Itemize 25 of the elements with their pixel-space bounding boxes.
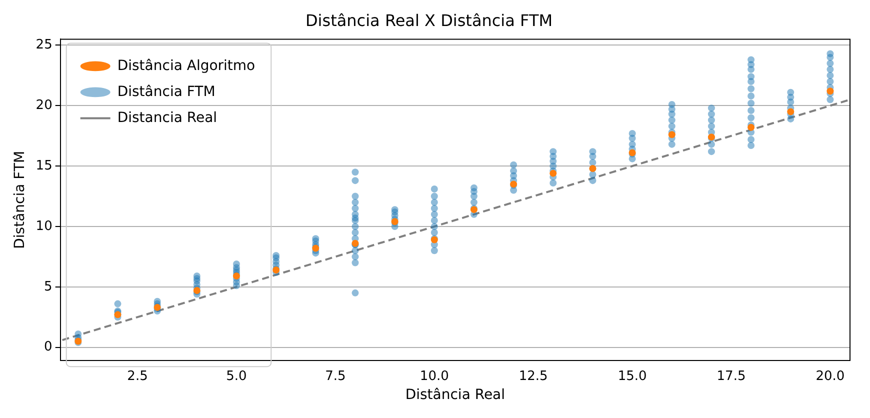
x-tick-label: 2.5 — [127, 368, 148, 384]
chart-title: Distância Real X Distância FTM — [305, 10, 553, 30]
legend-label: Distância FTM — [117, 84, 216, 100]
x-tick-label: 20.0 — [816, 368, 845, 384]
legend-label: Distancia Real — [117, 110, 218, 126]
x-axis-title: Distância Real — [405, 387, 506, 404]
x-tick-label: 10.0 — [420, 368, 449, 384]
y-tick-label: 0 — [44, 340, 52, 355]
point — [748, 124, 755, 131]
x-tick-label: 5.0 — [226, 368, 247, 384]
y-tick-label: 25 — [36, 38, 52, 53]
point — [826, 88, 834, 95]
y-tick-label: 5 — [44, 279, 52, 294]
x-tick-label: 17.5 — [716, 368, 746, 384]
point — [787, 108, 794, 116]
y-axis-title: Distância FTM — [12, 150, 28, 249]
legend-label: Distância Algoritmo — [117, 58, 256, 74]
y-tick-label: 20 — [36, 98, 52, 114]
x-tick-label: 15.0 — [618, 368, 647, 384]
x-tick-label: 7.5 — [325, 368, 346, 384]
point — [550, 170, 557, 177]
y-tick-label: 10 — [36, 218, 52, 234]
y-tick-label: 15 — [36, 158, 52, 174]
x-tick-label: 12.5 — [518, 368, 548, 384]
point — [668, 131, 676, 138]
